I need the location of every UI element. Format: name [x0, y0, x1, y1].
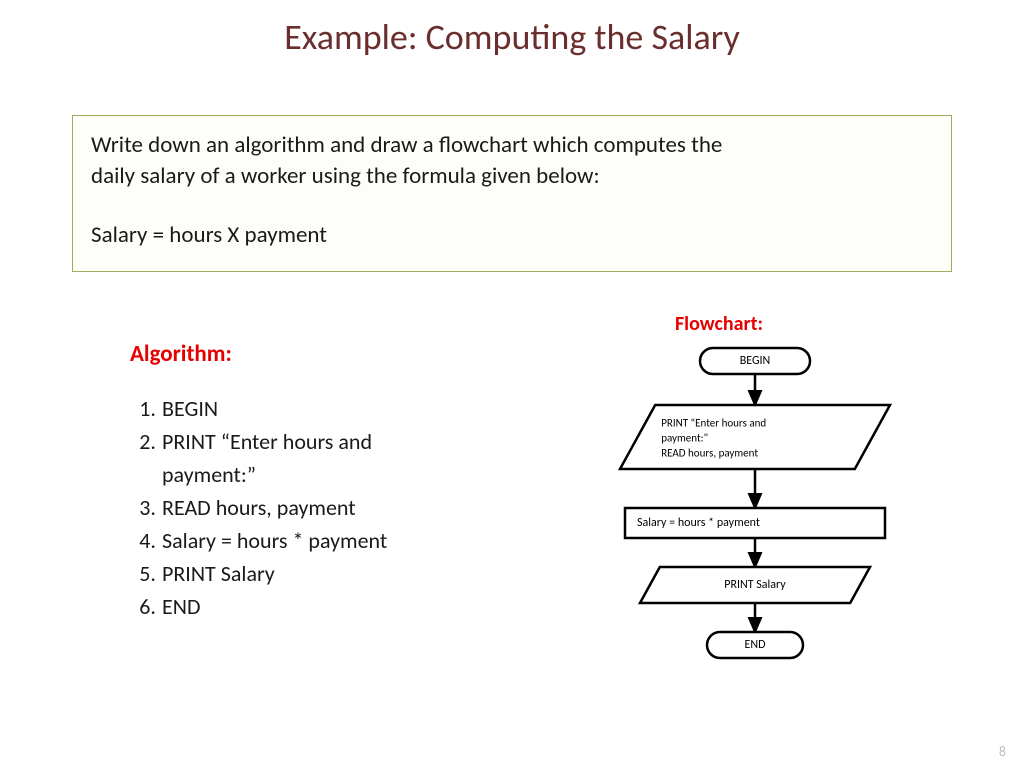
flowchart-heading: Flowchart: — [675, 312, 763, 336]
svg-text:Salary = hours * payment: Salary = hours * payment — [637, 516, 760, 530]
svg-text:payment:": payment:" — [661, 432, 708, 445]
algorithm-step: 4.Salary = hours * payment — [130, 524, 387, 557]
algorithm-list: 1.BEGIN2.PRINT “Enter hours andpayment:”… — [130, 392, 387, 623]
page-title: Example: Computing the Salary — [0, 15, 1024, 59]
problem-statement-box: Write down an algorithm and draw a flowc… — [72, 115, 952, 272]
svg-text:PRINT “Enter hours and: PRINT “Enter hours and — [661, 417, 766, 430]
svg-text:PRINT Salary: PRINT Salary — [724, 578, 786, 592]
page-number: 8 — [999, 743, 1006, 760]
svg-text:BEGIN: BEGIN — [740, 354, 771, 368]
flowchart-diagram: BEGIN PRINT “Enter hours and payment:" READ… — [590, 345, 940, 745]
algorithm-step: 6.END — [130, 590, 387, 623]
svg-text:READ hours, payment: READ hours, payment — [661, 447, 758, 460]
algorithm-step: 3.READ hours, payment — [130, 491, 387, 524]
problem-formula: Salary = hours X payment — [91, 220, 933, 251]
algorithm-step: 5.PRINT Salary — [130, 557, 387, 590]
problem-line-2: daily salary of a worker using the formu… — [91, 161, 933, 192]
algorithm-step: 1.BEGIN — [130, 392, 387, 425]
problem-line-1: Write down an algorithm and draw a flowc… — [91, 130, 933, 161]
algorithm-step: payment:” — [130, 458, 387, 491]
algorithm-heading: Algorithm: — [130, 340, 232, 368]
svg-text:END: END — [745, 638, 766, 652]
algorithm-step: 2.PRINT “Enter hours and — [130, 425, 387, 458]
